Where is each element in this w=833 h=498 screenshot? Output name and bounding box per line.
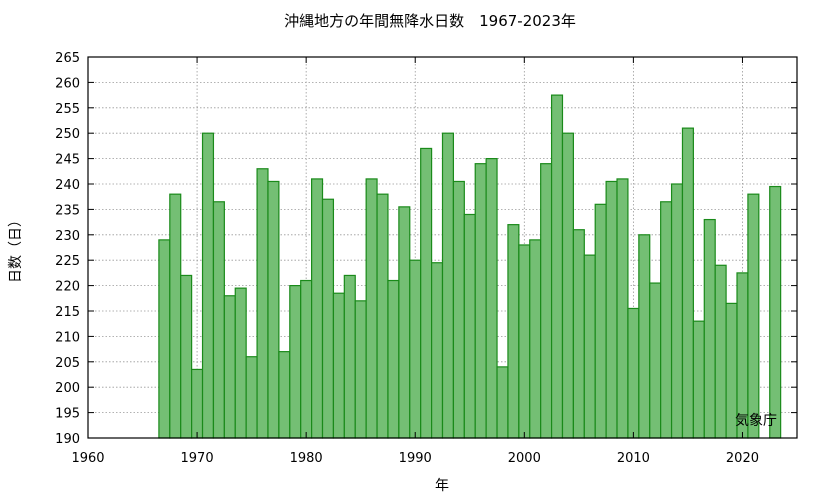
bar-2023 <box>769 185 782 439</box>
bar-1980 <box>300 279 313 439</box>
bar-2007 <box>594 203 607 439</box>
x-tick-label: 1980 <box>290 451 323 466</box>
bar-2021 <box>747 193 760 439</box>
credit-label: 気象庁 <box>735 413 777 429</box>
bar-1994 <box>452 180 465 439</box>
bar-1971 <box>201 132 215 439</box>
bar-1968 <box>169 193 182 439</box>
y-tick-label: 230 <box>55 229 80 244</box>
bar-2006 <box>583 254 596 439</box>
x-tick-label: 2010 <box>617 451 650 466</box>
bar-2008 <box>605 180 618 439</box>
y-tick-label: 220 <box>55 280 80 295</box>
y-tick-label: 235 <box>55 203 80 218</box>
y-tick-label: 265 <box>55 51 80 66</box>
bar-1978 <box>278 351 291 439</box>
bar-1990 <box>409 259 422 439</box>
bar-1982 <box>321 198 335 439</box>
bar-2013 <box>660 201 673 439</box>
y-tick-label: 195 <box>55 407 80 422</box>
bar-1967 <box>158 239 171 439</box>
bar-1972 <box>212 201 225 439</box>
bar-1984 <box>343 274 356 439</box>
bar-2011 <box>638 234 651 439</box>
bar-1970 <box>191 368 204 439</box>
bar-1997 <box>485 158 498 439</box>
ticks-layer: 190 195 200 205 210 215 220 225 230 235 240 245 250 2… <box>55 51 797 466</box>
bar-2015 <box>681 127 694 439</box>
bar-1995 <box>463 213 476 439</box>
bar-1991 <box>420 147 433 439</box>
x-tick-label: 1960 <box>71 451 104 466</box>
bar-2017 <box>703 218 716 439</box>
y-tick-label: 250 <box>55 127 80 142</box>
bar-1977 <box>267 180 280 439</box>
bar-2002 <box>540 163 553 439</box>
bar-1975 <box>245 356 258 439</box>
bar-1969 <box>180 274 193 439</box>
bar-1986 <box>365 178 378 439</box>
x-axis-title: 年 <box>435 478 449 494</box>
bars-layer <box>158 94 782 439</box>
bar-1987 <box>376 193 389 439</box>
bar-2018 <box>714 264 727 439</box>
y-axis-title: 日数（日） <box>8 213 24 283</box>
bar-1992 <box>430 262 444 439</box>
bar-1993 <box>441 132 455 439</box>
bar-1973 <box>223 295 236 439</box>
bar-1981 <box>311 178 324 439</box>
y-tick-label: 245 <box>55 153 80 168</box>
bar-1985 <box>354 300 367 439</box>
bar-2004 <box>561 132 574 439</box>
x-tick-label: 1990 <box>399 451 432 466</box>
y-tick-label: 215 <box>55 305 80 320</box>
y-tick-label: 260 <box>55 76 80 91</box>
bar-1996 <box>474 163 487 439</box>
bar-1998 <box>496 366 509 439</box>
bar-2016 <box>692 320 705 439</box>
y-tick-label: 210 <box>55 330 80 345</box>
bar-1979 <box>289 285 302 439</box>
chart-title: 沖縄地方の年間無降水日数 1967-2023年 <box>284 12 576 30</box>
bar-2009 <box>616 178 629 439</box>
bar-2014 <box>670 183 684 439</box>
bar-2000 <box>518 244 531 439</box>
y-tick-label: 200 <box>55 381 80 396</box>
x-tick-label: 1970 <box>181 451 214 466</box>
y-tick-label: 205 <box>55 356 80 371</box>
x-tick-label: 2020 <box>726 451 759 466</box>
y-tick-label: 225 <box>55 254 80 269</box>
bar-1989 <box>398 206 411 439</box>
bar-2010 <box>627 307 640 439</box>
bar-2003 <box>550 94 564 439</box>
plot-frame <box>87 56 798 439</box>
y-tick-label: 190 <box>55 432 80 447</box>
bar-2001 <box>529 239 542 439</box>
bar-1999 <box>507 224 520 439</box>
bar-1988 <box>387 279 400 439</box>
y-tick-label: 240 <box>55 178 80 193</box>
bar-1983 <box>332 292 345 439</box>
bar-2012 <box>649 282 662 439</box>
y-tick-label: 255 <box>55 102 80 117</box>
x-tick-label: 2000 <box>508 451 541 466</box>
bar-1974 <box>234 287 247 439</box>
bar-1976 <box>256 168 269 439</box>
bar-2005 <box>572 229 585 439</box>
